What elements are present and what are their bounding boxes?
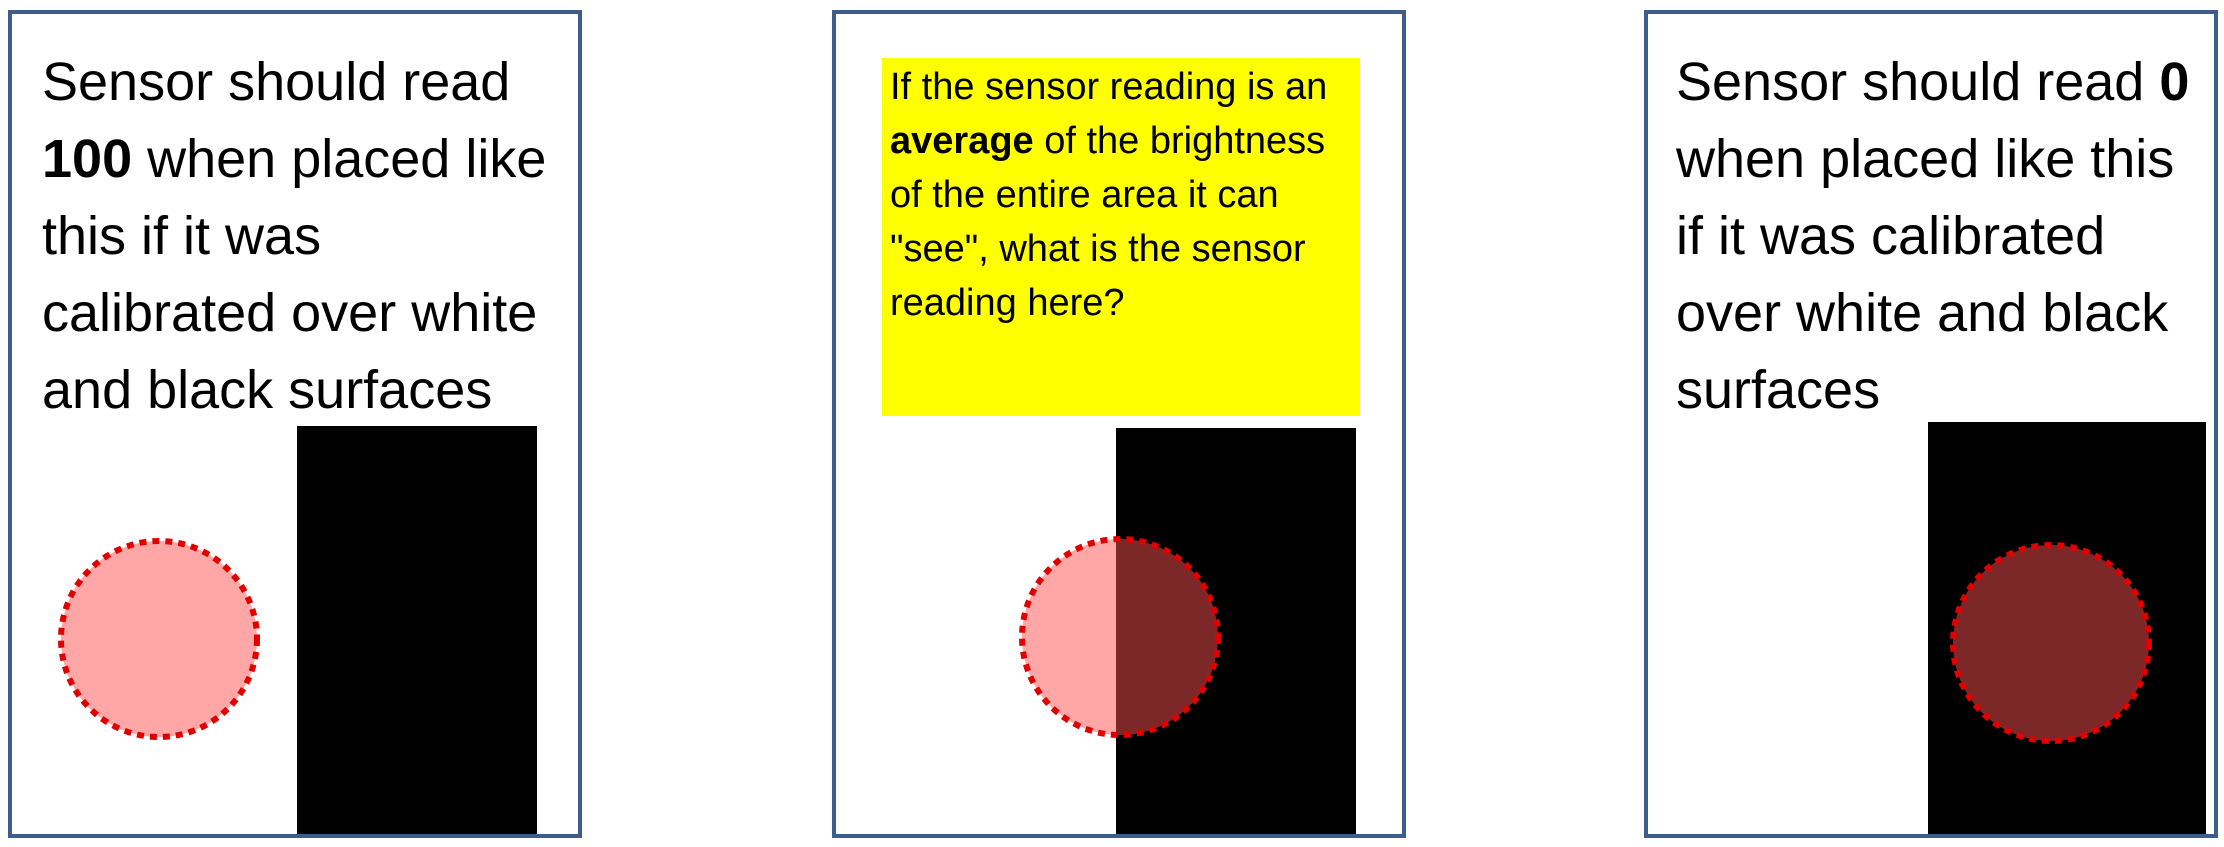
reading-value: 0 — [2159, 52, 2190, 112]
panel-half: If the sensor reading is an average of t… — [832, 10, 1406, 838]
panel-black: Sensor should read 0 when placed like th… — [1644, 10, 2218, 838]
question-callout: If the sensor reading is an average of t… — [882, 58, 1360, 416]
panel-white-text: Sensor should read 100 when placed like … — [42, 52, 547, 420]
sensor-circle — [58, 538, 260, 740]
panel-white: Sensor should read 100 when placed like … — [8, 10, 582, 838]
average-emphasis: average — [890, 120, 1034, 162]
reading-value: 100 — [42, 129, 133, 189]
sensor-circle — [1019, 536, 1221, 738]
black-surface — [297, 426, 537, 834]
panel-black-text: Sensor should read 0 when placed like th… — [1676, 52, 2190, 420]
sensor-circle — [1950, 542, 2152, 744]
